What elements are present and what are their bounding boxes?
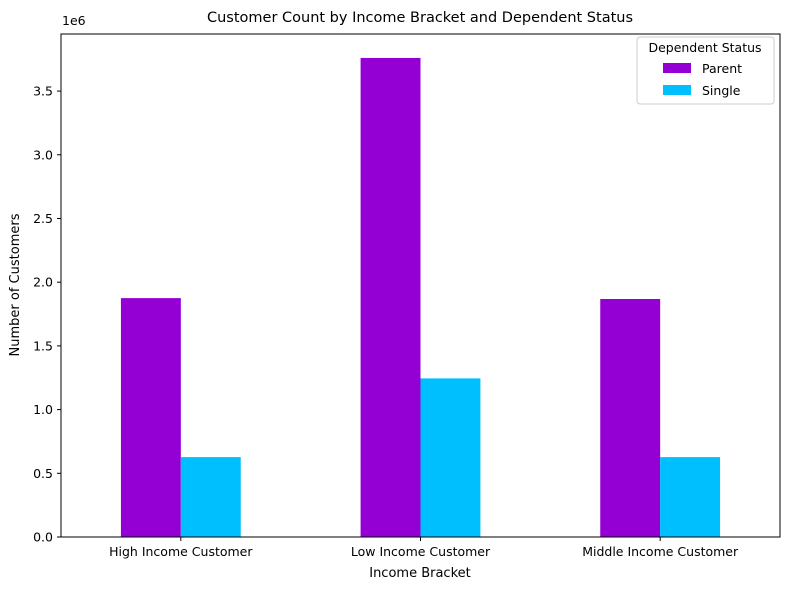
y-axis-label: Number of Customers: [8, 213, 23, 356]
y-tick-label: 3.0: [33, 147, 53, 162]
x-tick-label: Low Income Customer: [351, 544, 491, 559]
bar-parent-1: [360, 57, 421, 537]
x-tick-label: High Income Customer: [109, 544, 253, 559]
y-tick-label: 2.0: [33, 275, 53, 290]
bar-parent-2: [600, 299, 661, 537]
y-tick-label: 1.5: [33, 338, 53, 353]
chart-title: Customer Count by Income Bracket and Dep…: [207, 10, 633, 26]
y-offset-label: 1e6: [62, 13, 86, 28]
x-axis-label: Income Bracket: [369, 566, 471, 581]
legend-swatch-parent: [663, 63, 691, 73]
legend-items: Parent Single: [663, 61, 742, 98]
legend-label-single: Single: [702, 83, 741, 98]
y-tick-label: 3.5: [33, 84, 53, 99]
bar-single-2: [660, 457, 721, 537]
plot-frame: [60, 33, 781, 538]
y-tick-label: 1.0: [33, 402, 53, 417]
bar-parent-0: [120, 298, 181, 537]
y-ticks-group: 0.0 0.5 1.0 1.5 2.0 2.5 3.0 3.5: [33, 84, 61, 545]
y-tick-label: 0.5: [33, 466, 53, 481]
legend: Dependent Status Parent Single: [636, 36, 775, 105]
x-ticks-group: High Income Customer Low Income Customer M…: [109, 537, 739, 559]
x-tick-label: Middle Income Customer: [582, 544, 739, 559]
legend-swatch-single: [663, 85, 691, 95]
bars-group: [120, 57, 721, 537]
y-tick-label: 0.0: [33, 530, 53, 545]
legend-label-parent: Parent: [702, 61, 742, 76]
bar-single-0: [180, 457, 241, 537]
y-tick-label: 2.5: [33, 211, 53, 226]
legend-title: Dependent Status: [648, 40, 761, 55]
bar-single-1: [420, 378, 481, 537]
